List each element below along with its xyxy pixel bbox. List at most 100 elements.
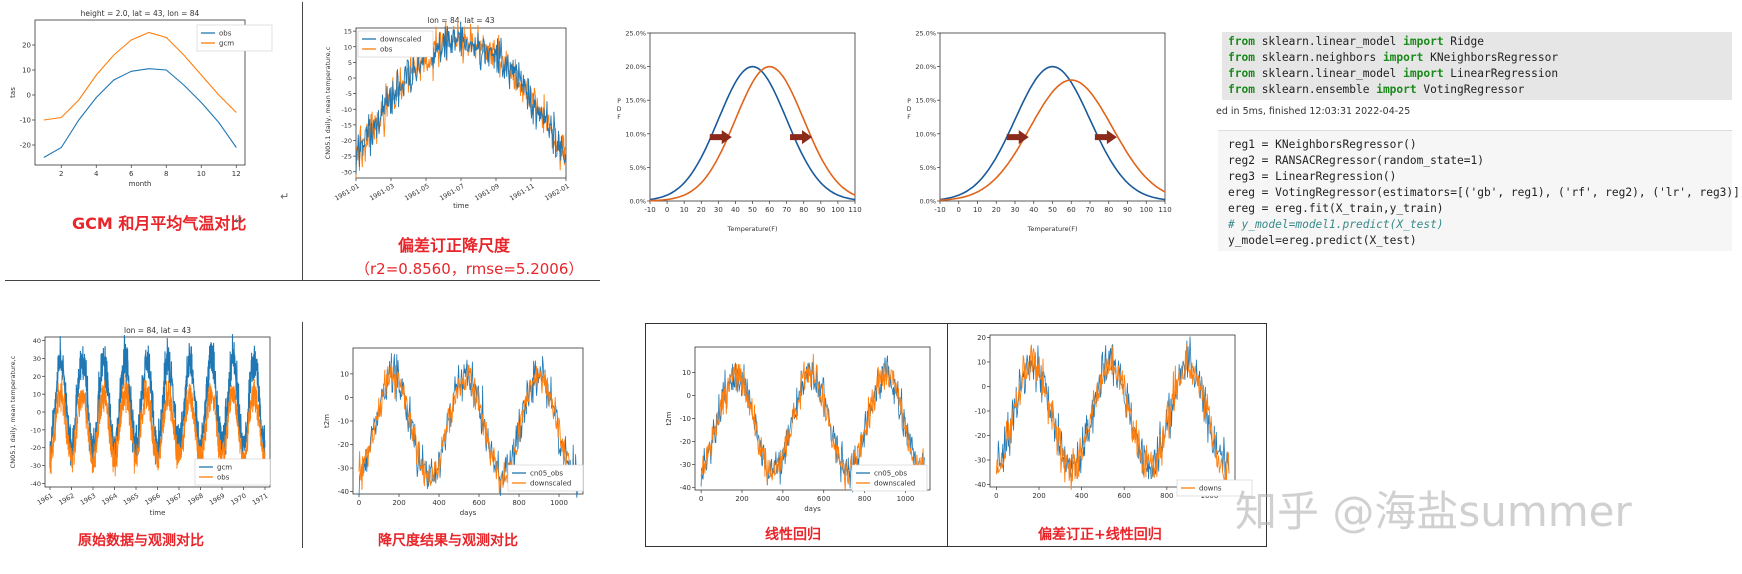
x-tick-label: 0: [699, 495, 703, 503]
divider: [5, 280, 600, 281]
y-tick-label: 5.0%: [919, 164, 936, 172]
divider: [302, 2, 303, 280]
shift-arrow-icon: [1094, 130, 1117, 145]
shift-arrow-icon: [1006, 130, 1029, 145]
chart-pdf-shift-1: 0.0% 5.0% 10.0% 15.0% 20.0% 25.0% -10 0 10 20 30 40…: [610, 25, 890, 265]
plot-frame: [34, 19, 246, 166]
code-line: y_model=ereg.predict(X_test): [1228, 234, 1417, 247]
chart-svg: height = 2.0, lat = 43, lon = 84 -20 -10 0 1…: [9, 9, 273, 188]
code-line: reg2 = RANSACRegressor(random_state=1): [1228, 154, 1484, 167]
y-tick-label: 10: [340, 370, 349, 378]
y-tick-label: 0: [37, 409, 41, 417]
chart-svg: lon = 84, lat = 43 -40 -30 -20 -10 0 10 20 30 40 1…: [9, 326, 271, 517]
execution-status: ed in 5ms, finished 12:03:31 2022-04-25: [1216, 106, 1411, 117]
y-tick-label: 20.0%: [625, 63, 646, 71]
y-tick-label: -20: [341, 137, 352, 145]
y-tick-label: -30: [338, 465, 349, 473]
y-tick-label: 15: [344, 28, 352, 36]
chart-gcm-vs-obs: height = 2.0, lat = 43, lon = 84 -20 -10 0 1…: [5, 5, 273, 195]
x-tick-label: 40: [1029, 206, 1038, 214]
y-tick-label: 0: [345, 394, 349, 402]
x-tick-label: 1961-11: [508, 182, 536, 203]
pdf-curve-orange: [650, 65, 856, 202]
pdf-curve-orange: [939, 79, 1166, 201]
legend-label: cn05_obs: [874, 470, 907, 478]
y-tick-label: 20: [33, 373, 41, 381]
pdf-curve-blue: [649, 65, 856, 201]
caption-linear-reg: 线性回归: [765, 527, 821, 543]
x-tick-label: 80: [1104, 206, 1113, 214]
chart-svg: 0.0% 5.0% 10.0% 15.0% 20.0% 25.0% -10 0 10 20 30 40…: [617, 30, 862, 234]
legend-box: [196, 24, 273, 52]
x-tick-label: 70: [1086, 206, 1095, 214]
x-tick-label: 800: [1160, 492, 1173, 500]
x-tick-label: 1961-05: [403, 182, 431, 203]
x-tick-label: 10: [973, 206, 982, 214]
x-tick-label: 50: [1048, 206, 1057, 214]
y-tick-label: -40: [338, 488, 349, 496]
y-tick-label: 10: [344, 43, 352, 51]
y-tick-label: 20.0%: [915, 63, 936, 71]
y-tick-label: 30: [33, 355, 41, 363]
x-tick-label: 1971: [251, 492, 269, 507]
y-tick-label: -20: [975, 432, 986, 440]
y-tick-label: -10: [341, 106, 352, 114]
y-tick-label: -10: [30, 426, 41, 434]
x-tick-label: 1961: [36, 492, 54, 507]
plot-frame: [939, 32, 1166, 202]
x-axis-label: days: [804, 505, 821, 513]
y-tick-label: 0: [27, 92, 31, 100]
x-axis-label: time: [453, 202, 469, 210]
y-tick-label: 10: [977, 358, 986, 366]
pdf-curve-blue: [939, 65, 1166, 201]
caption-gcm-monthly: GCM 和月平均气温对比: [72, 214, 247, 233]
legend-label: gcm: [217, 464, 232, 472]
series-obs: [49, 374, 266, 477]
x-tick-label: 90: [816, 206, 825, 214]
chart-pdf-shift-2: 0.0% 5.0% 10.0% 15.0% 20.0% 25.0% -10 0 10 20 30 40…: [900, 25, 1200, 265]
x-tick-label: 8: [164, 170, 168, 178]
y-tick-label: 20: [22, 42, 31, 50]
chart-svg: 0.0% 5.0% 10.0% 15.0% 20.0% 25.0% -10 0 10 20 30 40…: [907, 30, 1172, 234]
series-downscaled: [700, 353, 925, 492]
caption-downscale-vs-obs: 降尺度结果与观测对比: [378, 533, 518, 549]
return-mark: ↵: [234, 214, 244, 227]
chart-svg: lon = 84, lat = 43 -30 -25 -20 -15 -10 -5 0 5 10 1…: [324, 16, 571, 210]
legend-box: [507, 464, 584, 492]
chart-linear-regression: -40 -30 -20 -10 0 10 0 200 400 600 800 1000 days t2m c…: [660, 335, 945, 520]
divider: [302, 322, 303, 548]
y-tick-label: 10: [33, 391, 41, 399]
x-tick-label: 10: [197, 170, 206, 178]
x-tick-label: 12: [232, 170, 241, 178]
x-tick-label: 10: [680, 206, 689, 214]
caption-bias-linear: 偏差订正+线性回归: [1038, 527, 1162, 543]
legend-label: obs: [380, 46, 393, 54]
x-tick-label: 1961-07: [438, 182, 466, 203]
code-line: from sklearn.ensemble import VotingRegre…: [1228, 83, 1525, 96]
code-cell-body: [1218, 130, 1732, 251]
y-axis-label: F: [907, 114, 911, 121]
comparison-frame: [645, 323, 1267, 547]
x-tick-label: 1967: [165, 492, 183, 507]
series-downs: [995, 343, 1230, 490]
x-axis-label: time: [150, 509, 166, 517]
y-axis-label: t2m: [323, 414, 331, 428]
x-tick-label: 1000: [897, 495, 915, 503]
x-tick-label: 6: [129, 170, 134, 178]
code-cell-imports: [1222, 32, 1732, 100]
chart-raw-vs-obs: lon = 84, lat = 43 -40 -30 -20 -10 0 10 20 30 40 1…: [5, 325, 280, 525]
x-tick-label: 1961-03: [368, 182, 396, 203]
y-tick-label: 25.0%: [915, 30, 936, 38]
x-tick-label: 20: [697, 206, 706, 214]
y-axis-label: tas: [9, 87, 17, 98]
y-tick-label: -30: [30, 462, 41, 470]
y-tick-label: 0: [348, 75, 352, 83]
caption-bias-downscale: 偏差订正降尺度: [398, 236, 511, 255]
x-tick-label: 1968: [186, 492, 204, 507]
y-axis-label: CN05.1 daily, mean temperature,c: [9, 355, 17, 468]
legend-label: gcm: [219, 40, 234, 48]
code-imports: from sklearn.linear_model import Ridge f…: [1228, 34, 1558, 98]
x-tick-label: 110: [848, 206, 861, 214]
